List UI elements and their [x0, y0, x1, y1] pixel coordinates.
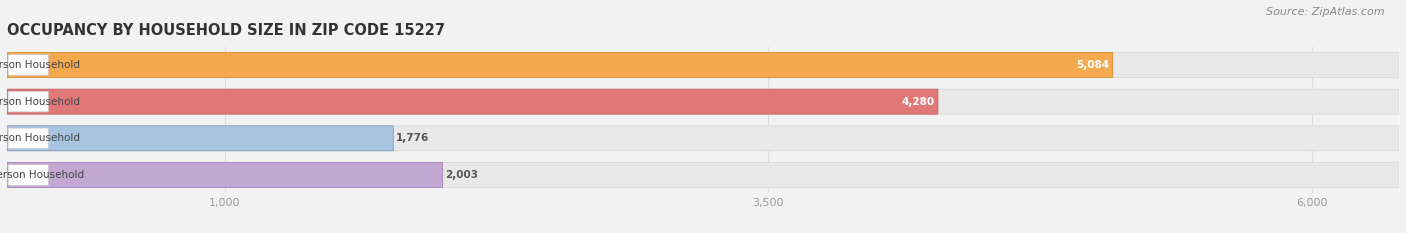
Text: 4+ Person Household: 4+ Person Household — [0, 170, 84, 180]
FancyBboxPatch shape — [8, 128, 48, 149]
FancyBboxPatch shape — [7, 89, 938, 114]
FancyBboxPatch shape — [8, 165, 48, 185]
Text: 2,003: 2,003 — [446, 170, 478, 180]
Text: 1-Person Household: 1-Person Household — [0, 60, 80, 70]
FancyBboxPatch shape — [7, 52, 1399, 77]
Text: Source: ZipAtlas.com: Source: ZipAtlas.com — [1267, 7, 1385, 17]
FancyBboxPatch shape — [8, 55, 48, 75]
FancyBboxPatch shape — [7, 89, 1399, 114]
Text: 1,776: 1,776 — [396, 133, 429, 143]
FancyBboxPatch shape — [7, 126, 394, 151]
FancyBboxPatch shape — [8, 91, 48, 112]
Text: OCCUPANCY BY HOUSEHOLD SIZE IN ZIP CODE 15227: OCCUPANCY BY HOUSEHOLD SIZE IN ZIP CODE … — [7, 24, 446, 38]
FancyBboxPatch shape — [7, 163, 443, 188]
Text: 5,084: 5,084 — [1077, 60, 1109, 70]
FancyBboxPatch shape — [7, 126, 1399, 151]
Text: 3-Person Household: 3-Person Household — [0, 133, 80, 143]
Text: 2-Person Household: 2-Person Household — [0, 97, 80, 107]
FancyBboxPatch shape — [7, 52, 1112, 77]
Text: 4,280: 4,280 — [901, 97, 935, 107]
FancyBboxPatch shape — [7, 163, 1399, 188]
